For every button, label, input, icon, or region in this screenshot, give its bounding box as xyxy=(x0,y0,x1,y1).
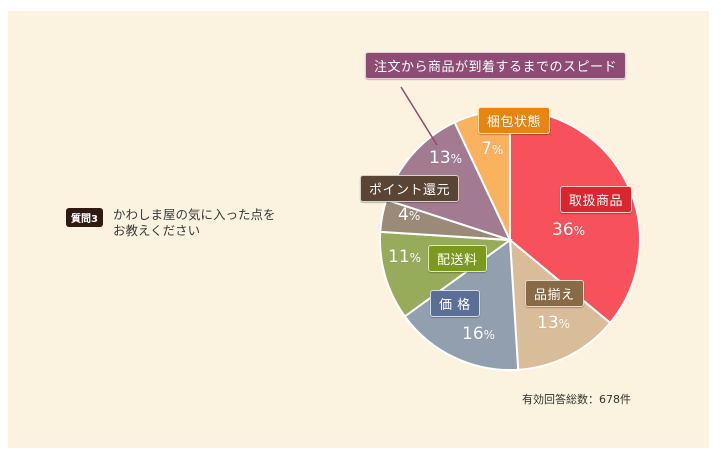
pct-price: 16% xyxy=(462,324,496,344)
label-speed: 注文から商品が到着するまでのスピード xyxy=(365,52,627,79)
pct-assortment: 13% xyxy=(537,313,571,333)
question-block: 質問3 かわしま屋の気に入った点を お教えください xyxy=(66,207,275,239)
question-line-2: お教えください xyxy=(112,223,201,238)
total-responses: 有効回答総数：678件 xyxy=(522,393,631,406)
question-line-1: かわしま屋の気に入った点を xyxy=(112,207,276,222)
pct-speed: 13% xyxy=(429,148,463,168)
label-points: ポイント還元 xyxy=(360,175,460,202)
label-assortment: 品揃え xyxy=(525,280,584,307)
pct-points: 4% xyxy=(398,205,421,225)
question-badge: 質問3 xyxy=(66,208,103,227)
question-text: かわしま屋の気に入った点を お教えください xyxy=(113,207,276,239)
pct-products: 36% xyxy=(552,220,586,240)
leader-line xyxy=(400,86,438,146)
label-price: 価 格 xyxy=(430,290,480,317)
label-products: 取扱商品 xyxy=(560,186,633,213)
label-shipping: 配送料 xyxy=(428,245,487,272)
pct-shipping: 11% xyxy=(388,247,422,267)
pct-packaging: 7% xyxy=(481,139,504,159)
label-packaging: 梱包状態 xyxy=(478,107,551,134)
